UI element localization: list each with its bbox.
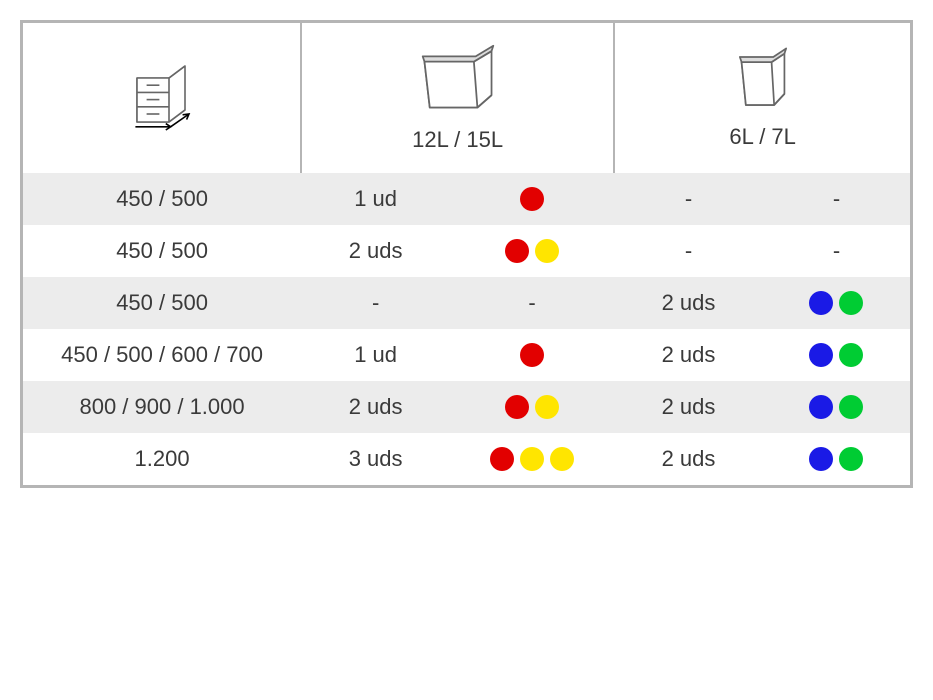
- dot-red: [520, 187, 544, 211]
- cell-large-dots: [450, 433, 614, 485]
- dot-group: [490, 447, 574, 471]
- dot-group: [809, 343, 863, 367]
- dot-group: [809, 291, 863, 315]
- dot-blue: [809, 291, 833, 315]
- cell-size: 1.200: [23, 433, 301, 485]
- dot-group: [809, 395, 863, 419]
- table-row: 1.2003 uds 2 uds: [23, 433, 910, 485]
- dash: -: [833, 238, 840, 264]
- dot-blue: [809, 343, 833, 367]
- table-row: 800 / 900 / 1.0002 uds2 uds: [23, 381, 910, 433]
- bin-large-icon: [413, 44, 503, 119]
- cell-large-qty: 3 uds: [301, 433, 450, 485]
- dot-yellow: [550, 447, 574, 471]
- table-header-row: 12L / 15L 6L / 7L: [23, 23, 910, 173]
- table-row: 450 / 500 / 600 / 7001 ud 2 uds: [23, 329, 910, 381]
- cell-small-dots: [763, 381, 910, 433]
- dot-red: [505, 239, 529, 263]
- compatibility-table: 12L / 15L 6L / 7L 450 / 5001 ud--450 / 5…: [20, 20, 913, 488]
- dot-red: [520, 343, 544, 367]
- header-cell-small-bin: 6L / 7L: [615, 23, 910, 173]
- header-label-large: 12L / 15L: [412, 127, 503, 153]
- dot-green: [839, 447, 863, 471]
- cabinet-icon: [121, 58, 201, 138]
- dot-red: [490, 447, 514, 471]
- cell-large-qty: -: [301, 277, 450, 329]
- cell-small-qty: 2 uds: [614, 329, 763, 381]
- bin-small-icon: [733, 46, 793, 116]
- dot-green: [839, 343, 863, 367]
- header-cell-large-bin: 12L / 15L: [302, 23, 615, 173]
- cell-large-qty: 2 uds: [301, 381, 450, 433]
- cell-large-dots: [450, 381, 614, 433]
- cell-size: 800 / 900 / 1.000: [23, 381, 301, 433]
- dot-group: [505, 395, 559, 419]
- cell-small-dots: -: [763, 225, 910, 277]
- dot-blue: [809, 447, 833, 471]
- dot-group: [505, 239, 559, 263]
- cell-large-qty: 1 ud: [301, 329, 450, 381]
- cell-size: 450 / 500: [23, 173, 301, 225]
- cell-size: 450 / 500 / 600 / 700: [23, 329, 301, 381]
- cell-large-dots: [450, 173, 614, 225]
- table-row: 450 / 5001 ud - -: [23, 173, 910, 225]
- cell-large-dots: [450, 329, 614, 381]
- cell-small-dots: [763, 329, 910, 381]
- dot-blue: [809, 395, 833, 419]
- table-row: 450 / 5002 uds - -: [23, 225, 910, 277]
- dot-group: [520, 187, 544, 211]
- table-row: 450 / 500--2 uds: [23, 277, 910, 329]
- dot-red: [505, 395, 529, 419]
- dot-yellow: [535, 239, 559, 263]
- cell-size: 450 / 500: [23, 277, 301, 329]
- header-cell-cabinet: [23, 23, 302, 173]
- dot-group: [809, 447, 863, 471]
- dash: -: [833, 186, 840, 212]
- dot-yellow: [535, 395, 559, 419]
- cell-large-dots: [450, 225, 614, 277]
- cell-small-dots: [763, 433, 910, 485]
- cell-small-dots: [763, 277, 910, 329]
- header-label-small: 6L / 7L: [729, 124, 795, 150]
- cell-small-qty: 2 uds: [614, 433, 763, 485]
- dot-yellow: [520, 447, 544, 471]
- dash: -: [528, 290, 535, 316]
- cell-large-qty: 2 uds: [301, 225, 450, 277]
- cell-large-qty: 1 ud: [301, 173, 450, 225]
- dot-green: [839, 395, 863, 419]
- cell-small-qty: -: [614, 173, 763, 225]
- cell-size: 450 / 500: [23, 225, 301, 277]
- dot-green: [839, 291, 863, 315]
- cell-small-qty: 2 uds: [614, 277, 763, 329]
- cell-small-qty: 2 uds: [614, 381, 763, 433]
- dot-group: [520, 343, 544, 367]
- table-body: 450 / 5001 ud--450 / 5002 uds--450 / 500…: [23, 173, 910, 485]
- cell-small-dots: -: [763, 173, 910, 225]
- cell-large-dots: -: [450, 277, 614, 329]
- cell-small-qty: -: [614, 225, 763, 277]
